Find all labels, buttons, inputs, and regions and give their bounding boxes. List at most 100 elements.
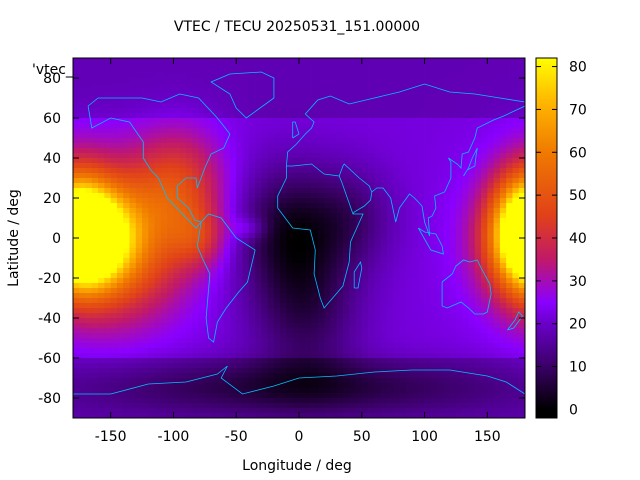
- heat-cell: [430, 108, 438, 114]
- heat-cell: [412, 348, 419, 354]
- heat-cell: [98, 138, 105, 144]
- heat-cell: [355, 258, 363, 264]
- heat-cell: [135, 148, 143, 154]
- heat-cell: [98, 198, 105, 204]
- heat-cell: [311, 203, 319, 209]
- heat-cell: [104, 233, 112, 239]
- heat-cell: [186, 158, 193, 164]
- heat-cell: [324, 183, 331, 189]
- heat-cell: [154, 263, 162, 269]
- heat-cell: [368, 143, 375, 149]
- heat-cell: [468, 358, 476, 364]
- heat-cell: [430, 318, 438, 324]
- heat-cell: [330, 58, 338, 64]
- heat-cell: [204, 168, 212, 174]
- heat-cell: [129, 403, 137, 409]
- heat-cell: [211, 198, 218, 204]
- heat-cell: [474, 118, 482, 124]
- heat-cell: [267, 238, 275, 244]
- heat-cell: [437, 163, 444, 169]
- heat-cell: [98, 68, 105, 74]
- heat-cell: [98, 388, 105, 394]
- heat-cell: [355, 138, 363, 144]
- heat-cell: [73, 193, 80, 199]
- heat-cell: [255, 258, 262, 264]
- heat-cell: [211, 73, 218, 79]
- heat-cell: [211, 93, 218, 99]
- heat-cell: [430, 178, 438, 184]
- heat-cell: [85, 63, 93, 69]
- heat-cell: [305, 208, 312, 214]
- heat-cell: [186, 148, 193, 154]
- heat-cell: [98, 368, 105, 374]
- heat-cell: [167, 338, 174, 344]
- heat-cell: [487, 248, 495, 254]
- heat-cell: [73, 398, 80, 404]
- heat-cell: [424, 178, 432, 184]
- heat-cell: [79, 213, 86, 219]
- heat-cell: [481, 198, 488, 204]
- heat-cell: [481, 378, 488, 384]
- heat-cell: [305, 163, 312, 169]
- heat-cell: [506, 83, 513, 89]
- heat-cell: [179, 388, 187, 394]
- heat-cell: [148, 373, 156, 379]
- heat-cell: [104, 343, 112, 349]
- heat-cell: [405, 198, 413, 204]
- heat-cell: [355, 153, 363, 159]
- heat-cell: [412, 73, 419, 79]
- heat-cell: [142, 223, 149, 229]
- heat-cell: [79, 303, 86, 309]
- heat-cell: [267, 233, 275, 239]
- heat-cell: [342, 368, 350, 374]
- heat-cell: [380, 128, 388, 134]
- heat-cell: [110, 253, 118, 259]
- heat-cell: [512, 328, 520, 334]
- heat-cell: [386, 288, 394, 294]
- heat-cell: [179, 283, 187, 289]
- heat-cell: [499, 333, 507, 339]
- heat-cell: [424, 208, 432, 214]
- heat-cell: [280, 253, 287, 259]
- heat-cell: [361, 308, 369, 314]
- heat-cell: [173, 213, 181, 219]
- heat-cell: [292, 328, 300, 334]
- heat-cell: [217, 348, 225, 354]
- heat-cell: [355, 123, 363, 129]
- heat-cell: [91, 143, 99, 149]
- heat-cell: [142, 288, 149, 294]
- heat-cell: [217, 103, 225, 109]
- heat-cell: [336, 138, 344, 144]
- heat-cell: [518, 58, 525, 64]
- heat-cell: [361, 253, 369, 259]
- heat-cell: [160, 218, 168, 224]
- heat-cell: [437, 268, 444, 274]
- heat-cell: [217, 343, 225, 349]
- heat-cell: [223, 168, 231, 174]
- heat-cell: [98, 298, 105, 304]
- heat-cell: [443, 373, 451, 379]
- heat-cell: [487, 73, 495, 79]
- heat-cell: [305, 93, 312, 99]
- heat-cell: [85, 298, 93, 304]
- heat-cell: [380, 203, 388, 209]
- heat-cell: [518, 238, 525, 244]
- heat-cell: [474, 148, 482, 154]
- heat-cell: [73, 403, 80, 409]
- heat-cell: [355, 73, 363, 79]
- heat-cell: [192, 93, 199, 99]
- heat-cell: [361, 78, 369, 84]
- heat-cell: [437, 143, 444, 149]
- heat-cell: [386, 353, 394, 359]
- heat-cell: [342, 398, 350, 404]
- heat-cell: [116, 318, 124, 324]
- heat-cell: [217, 78, 225, 84]
- heat-cell: [73, 258, 80, 264]
- heat-cell: [324, 193, 331, 199]
- heat-cell: [468, 58, 476, 64]
- heat-cell: [160, 68, 168, 74]
- heat-cell: [449, 173, 457, 179]
- heat-cell: [85, 58, 93, 64]
- heat-cell: [355, 353, 363, 359]
- heat-cell: [380, 233, 388, 239]
